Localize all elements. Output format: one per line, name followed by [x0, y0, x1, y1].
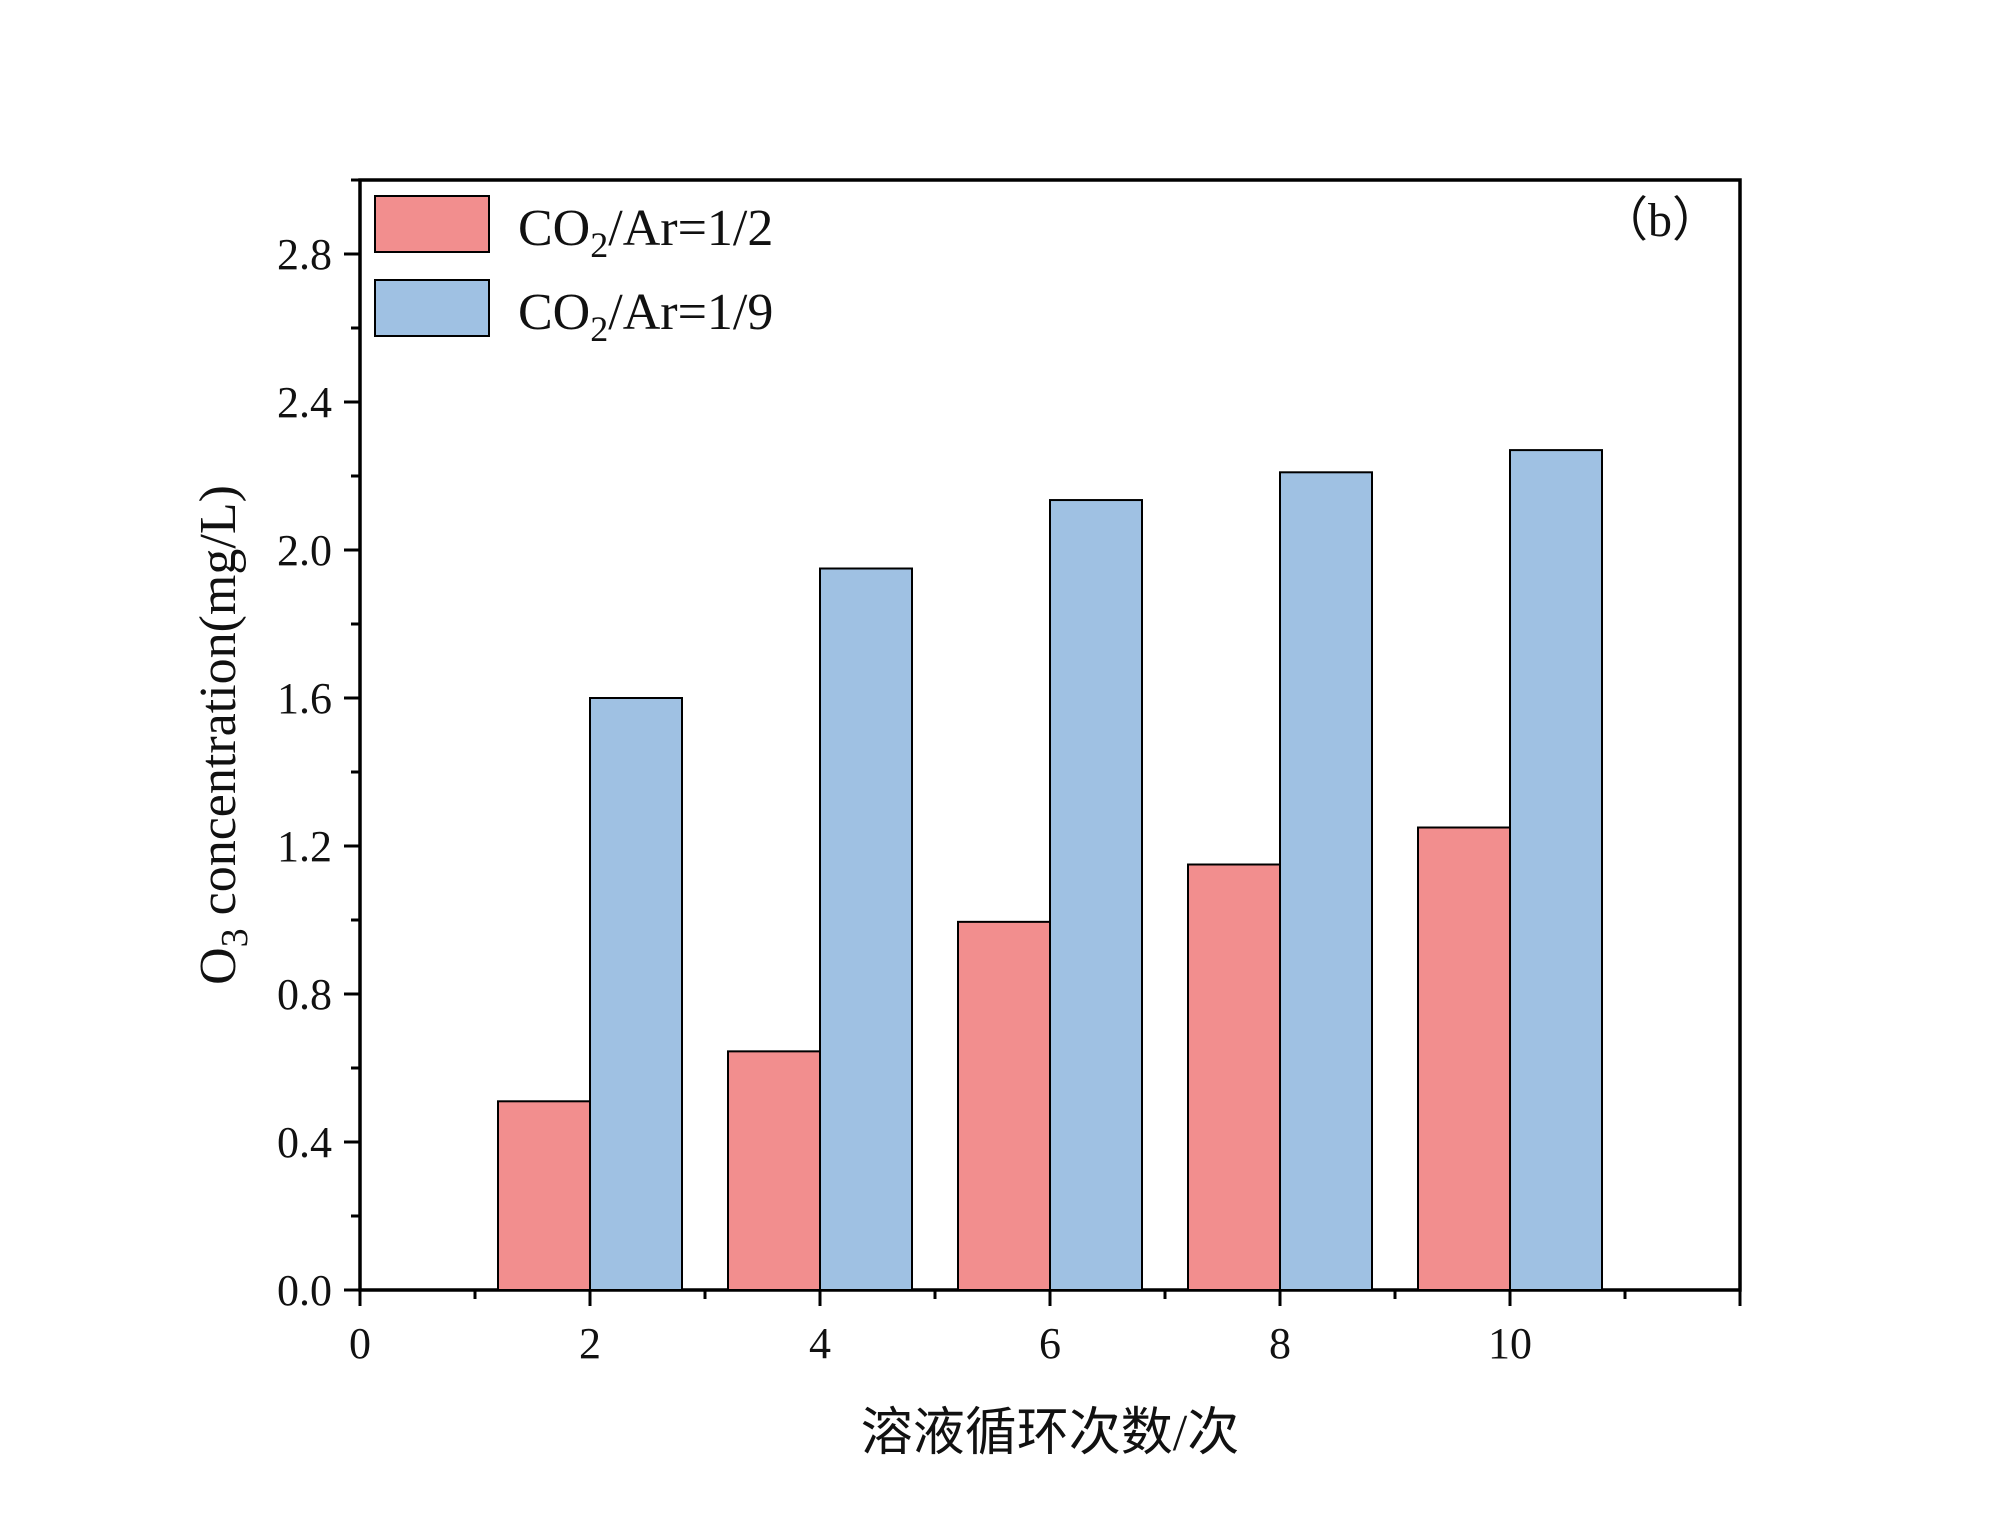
x-tick-label: 6	[1039, 1319, 1061, 1368]
y-tick-label: 2.0	[277, 526, 332, 575]
y-tick-label: 0.8	[277, 970, 332, 1019]
x-axis-ticks: 0 2 4 6 8 10	[349, 1290, 1742, 1368]
y-axis-ticks: 0.0 0.4 0.8 1.2 1.6 2.0 2.4 2.8	[277, 178, 360, 1315]
legend: CO2/Ar=1/2 CO2/Ar=1/9	[374, 195, 773, 349]
bar-series-1-x8	[1187, 863, 1281, 1291]
y-tick-label: 0.4	[277, 1118, 332, 1167]
x-tick-label: 10	[1488, 1319, 1532, 1368]
x-tick-label: 8	[1269, 1319, 1291, 1368]
bar-series-2-x4	[819, 567, 913, 1291]
y-tick-label: 0.0	[277, 1266, 332, 1315]
bar-series-2-x6	[1049, 499, 1143, 1291]
bar-series-1-x4	[727, 1050, 821, 1291]
legend-label-series-2: CO2/Ar=1/9	[518, 284, 773, 349]
legend-label-series-1: CO2/Ar=1/2	[518, 200, 773, 265]
bar-series-2-x8	[1279, 471, 1373, 1291]
y-tick-label: 1.2	[277, 822, 332, 871]
legend-swatch-series-1	[374, 195, 490, 253]
x-tick-label: 0	[349, 1319, 371, 1368]
y-axis-title: O3 concentration(mg/L)	[190, 485, 256, 985]
bar-series-1-x2	[497, 1100, 591, 1292]
bar-series-1-x10	[1417, 826, 1511, 1291]
y-tick-label: 2.8	[277, 230, 332, 279]
y-tick-label: 1.6	[277, 674, 332, 723]
bar-series-2-x2	[589, 697, 683, 1291]
legend-swatch-series-2	[374, 279, 490, 337]
bars-group	[497, 449, 1603, 1292]
x-tick-label: 2	[579, 1319, 601, 1368]
x-axis-title: 溶液循环次数/次	[861, 1405, 1239, 1462]
bar-series-2-x10	[1509, 449, 1603, 1292]
bar-series-1-x6	[957, 920, 1051, 1291]
y-tick-label: 2.4	[277, 378, 332, 427]
panel-label: （b）	[1600, 194, 1720, 247]
x-tick-label: 4	[809, 1319, 831, 1368]
